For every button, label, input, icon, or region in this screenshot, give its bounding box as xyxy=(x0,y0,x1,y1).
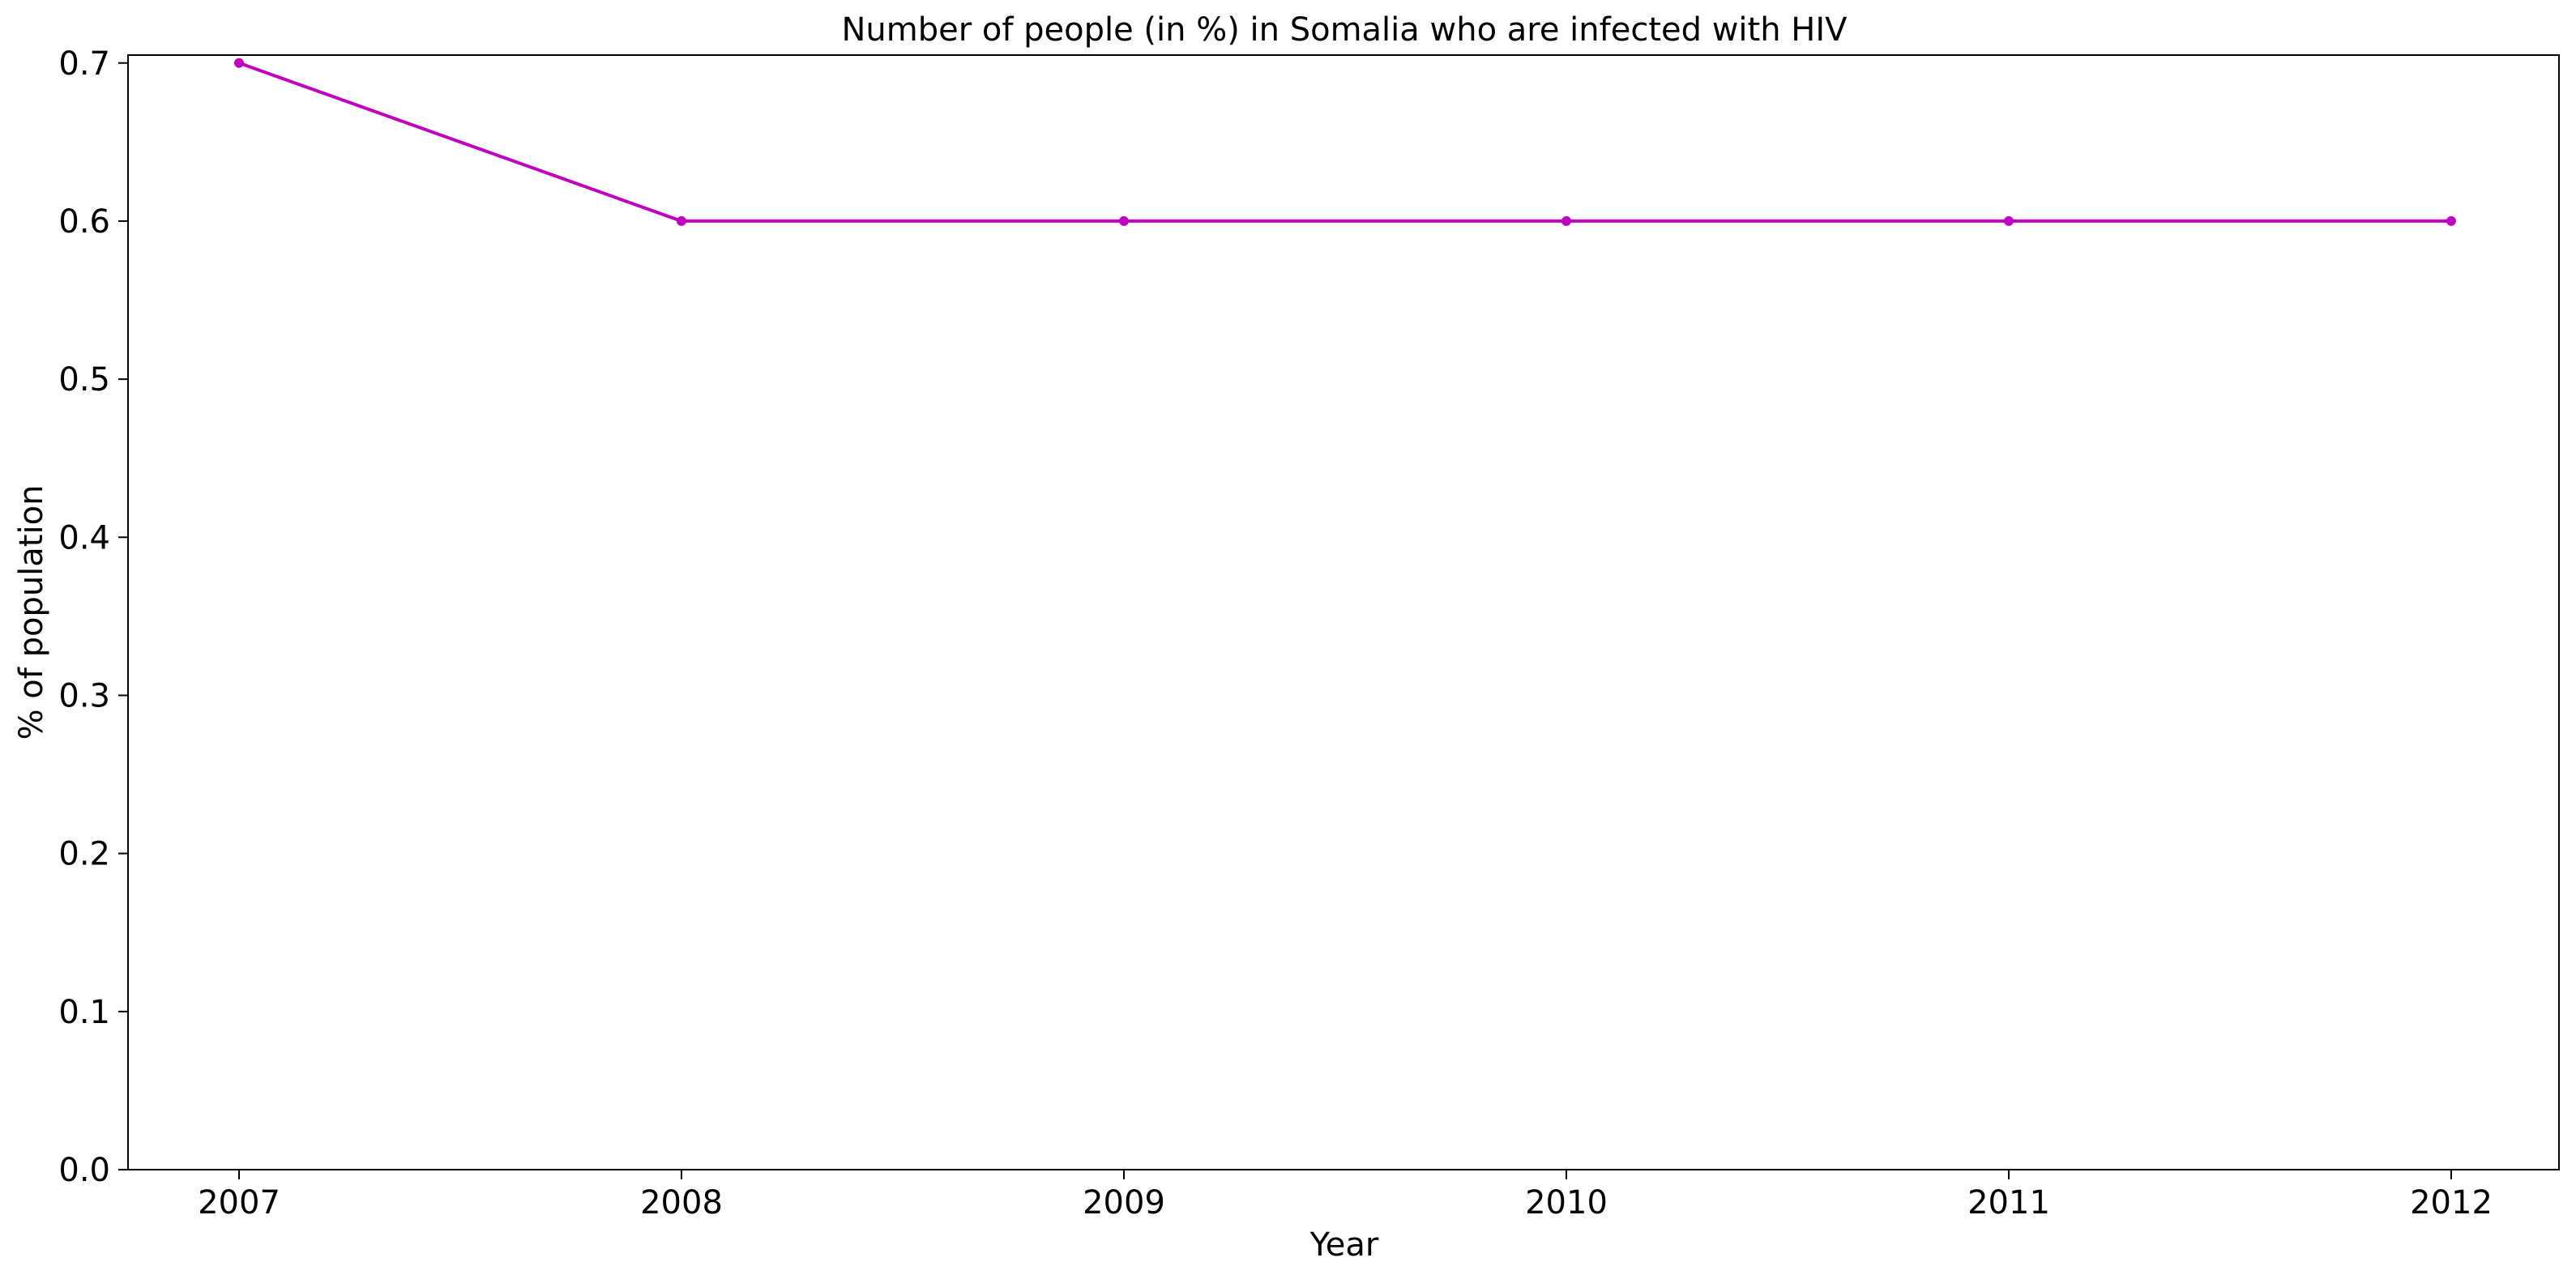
data-point xyxy=(677,215,686,226)
chart-title: Number of people (in %) in Somalia who a… xyxy=(841,11,1848,49)
x-tick-label: 2012 xyxy=(2410,1184,2493,1221)
plot-area xyxy=(127,54,2560,1170)
x-tick-label: 2009 xyxy=(1083,1184,1165,1221)
data-point xyxy=(1119,215,1129,226)
y-tick-label: 0.3 xyxy=(58,677,110,714)
y-axis: 0.0 0.1 0.2 0.3 0.4 0.5 0.6 0.7 xyxy=(58,45,128,1189)
x-tick-label: 2010 xyxy=(1525,1184,1608,1221)
y-tick-label: 0.5 xyxy=(58,361,110,399)
y-tick-label: 0.4 xyxy=(58,519,110,556)
y-tick-label: 0.1 xyxy=(58,994,110,1031)
x-tick-label: 2008 xyxy=(640,1184,723,1221)
data-point xyxy=(1561,215,1571,226)
y-tick-label: 0.6 xyxy=(58,203,110,241)
y-tick-label: 0.7 xyxy=(58,45,110,83)
series-line xyxy=(237,61,2453,223)
y-axis-label: % of population xyxy=(13,485,50,740)
data-point xyxy=(2446,215,2456,226)
x-axis: 2007 2008 2009 2010 2011 2012 xyxy=(198,1170,2493,1221)
x-tick-label: 2007 xyxy=(198,1184,280,1221)
series-layer xyxy=(234,58,2456,226)
x-axis-label: Year xyxy=(1309,1226,1379,1264)
x-tick-label: 2011 xyxy=(1967,1184,2050,1221)
data-point xyxy=(2004,215,2014,226)
y-tick-label: 0.0 xyxy=(58,1152,110,1189)
y-tick-label: 0.2 xyxy=(58,836,110,873)
data-point xyxy=(234,58,244,68)
